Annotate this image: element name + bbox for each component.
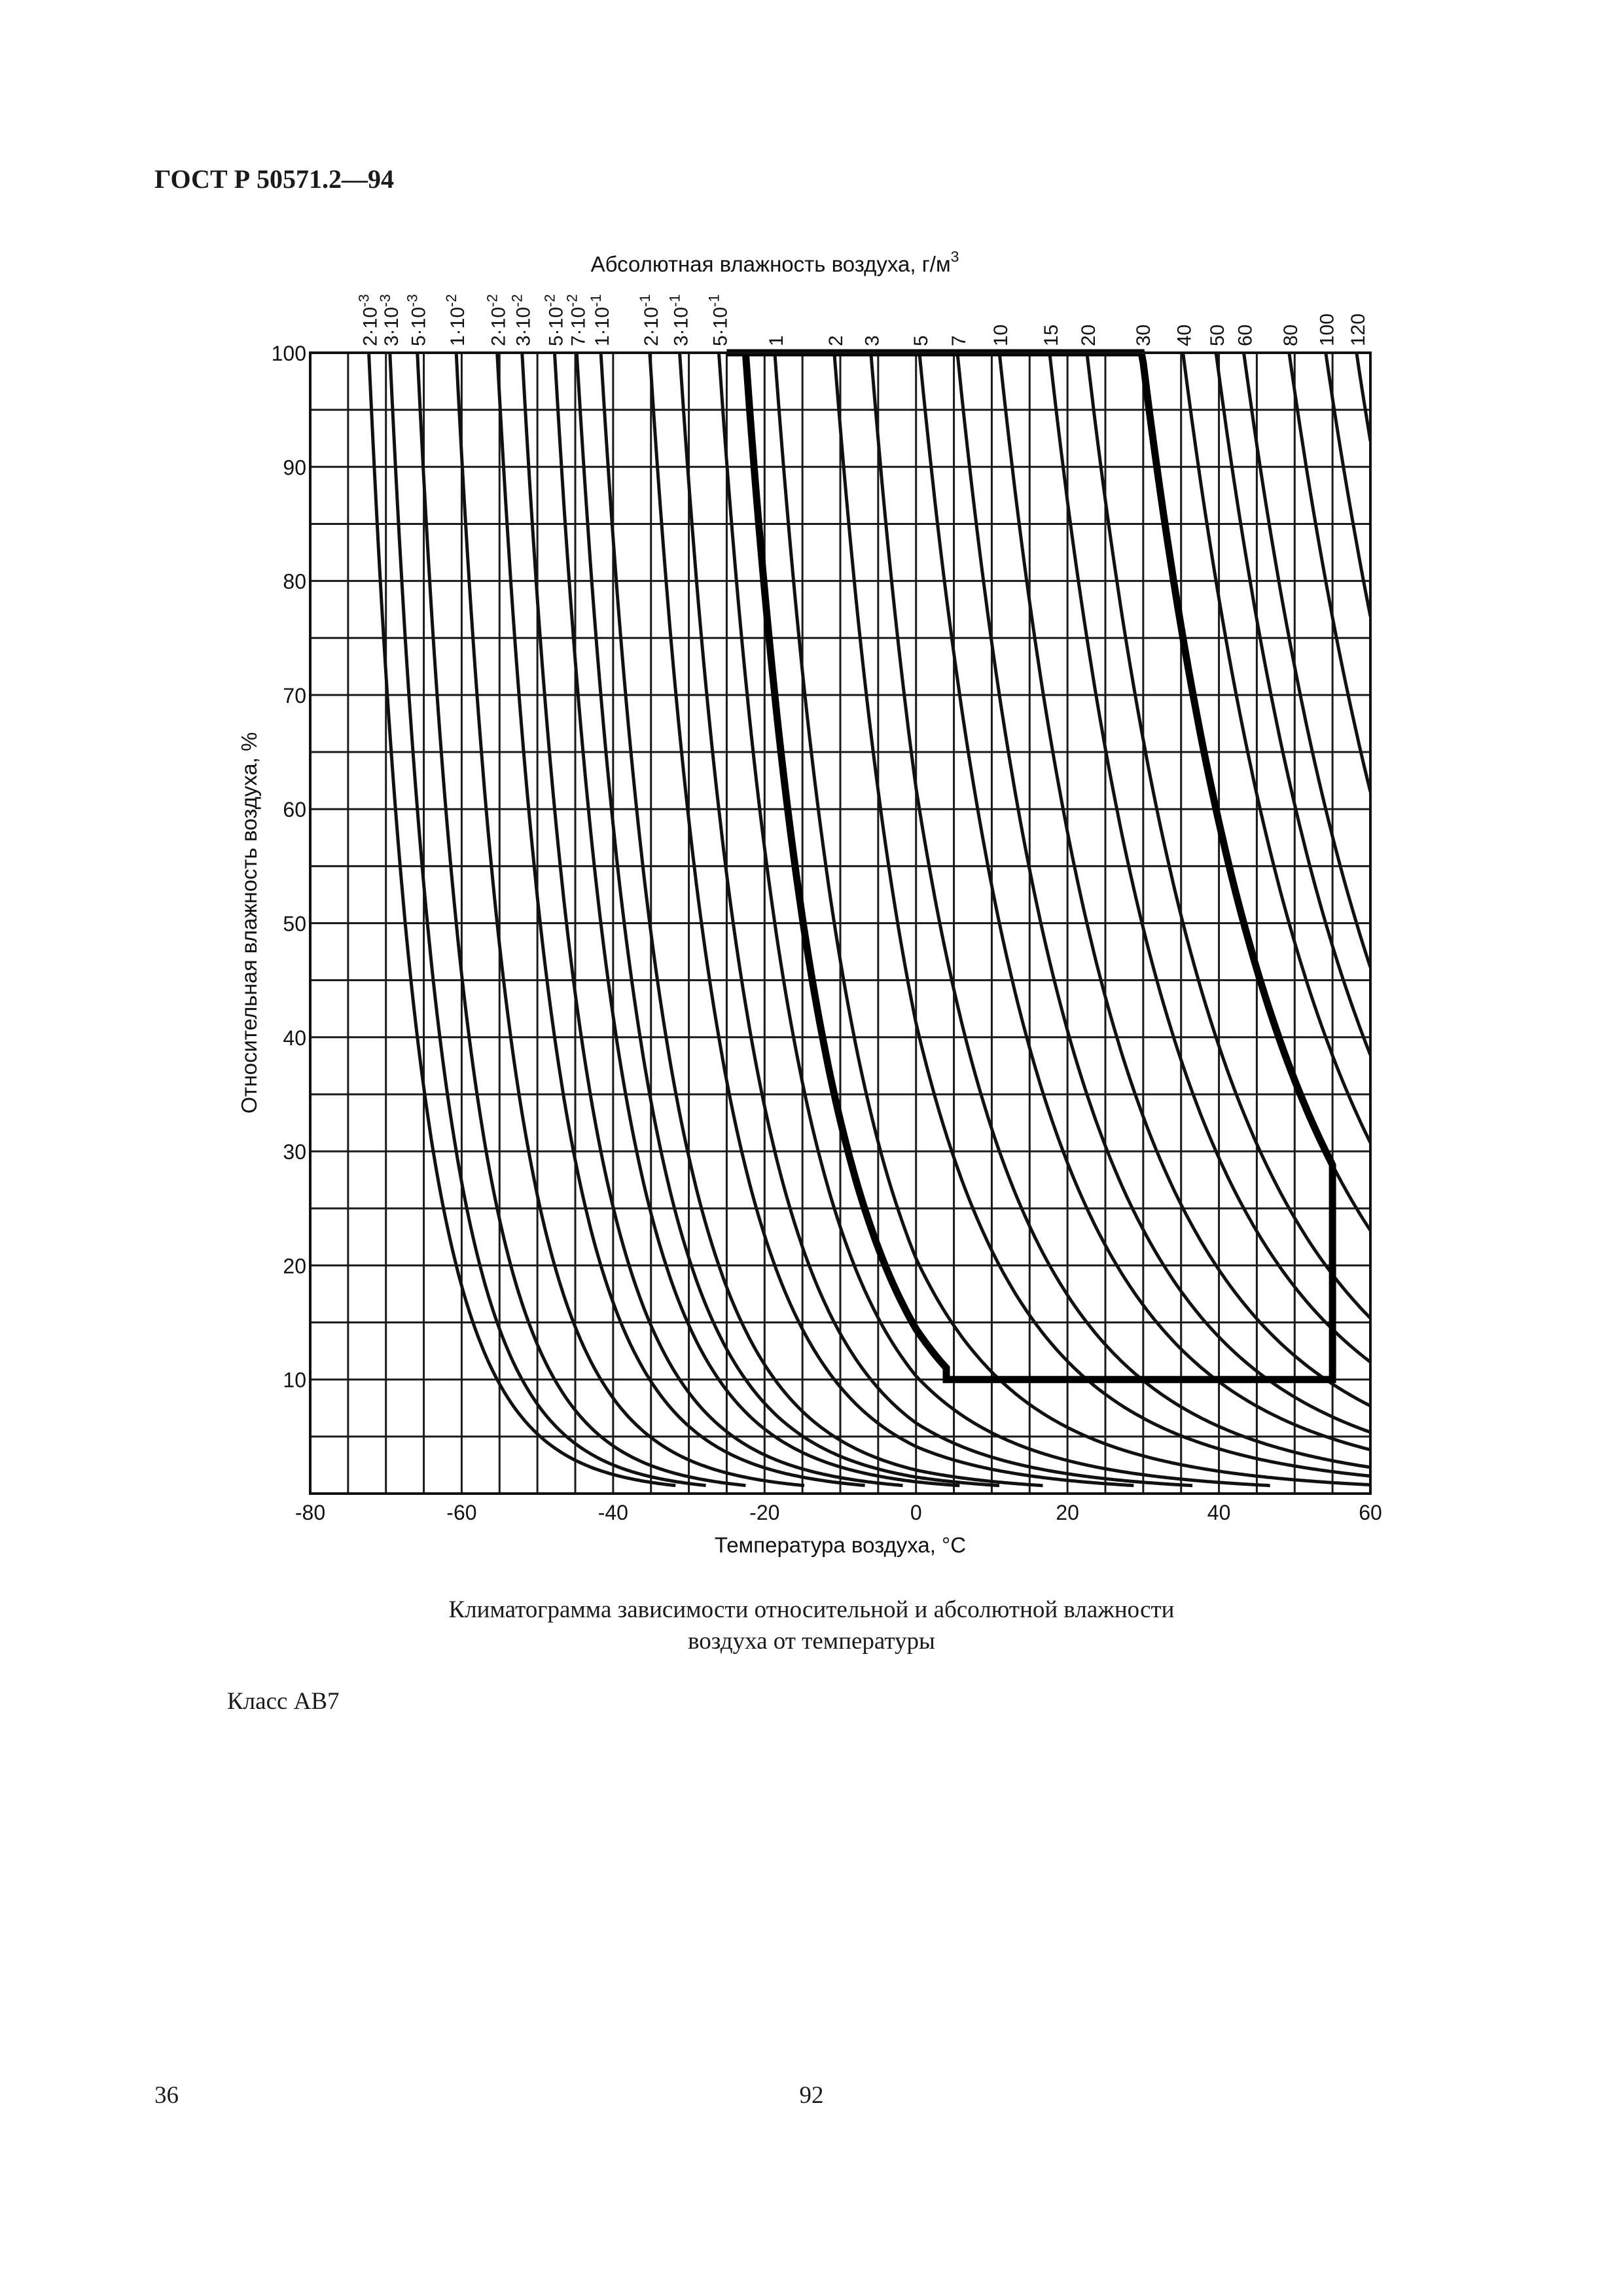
isoline-label: 50	[1207, 325, 1228, 346]
x-tick-label: -40	[598, 1501, 628, 1524]
isoline-curve	[416, 353, 746, 1488]
isoline-label: 5·10-3	[404, 294, 430, 346]
isoline-label: 30	[1133, 325, 1154, 346]
isoline-curve	[1214, 353, 1370, 1056]
isoline-curve	[869, 353, 1370, 1469]
isoline-label: 10	[990, 325, 1012, 346]
isoline-label: 2·10-2	[484, 294, 510, 346]
isoline-label: 1·10-1	[588, 294, 613, 346]
climatogram-chart: -80 -60 -40 -20 0 20 40 60 10 20 30 40 50 60 70 80 90 100…	[237, 248, 1382, 1557]
isoline-label: 3·10-3	[377, 294, 402, 346]
isoline-curve	[575, 353, 1000, 1488]
isoline-label: 2·10-1	[637, 294, 662, 346]
document-header: ГОСТ Р 50571.2—94	[154, 164, 395, 194]
y-tick-label: 100	[272, 342, 306, 365]
y-tick-label: 90	[283, 456, 306, 479]
isoline-label: 3	[862, 335, 883, 346]
class-label: Класс АВ7	[227, 1688, 340, 1715]
caption-line-2: воздуха от температуры	[688, 1628, 935, 1655]
isoline-label: 80	[1280, 325, 1302, 346]
page-number-center: 92	[799, 2082, 824, 2109]
isoline-curve	[367, 353, 676, 1488]
isoline-label: 3·10-2	[509, 294, 535, 346]
top-axis-title: Абсолютная влажность воздуха, г/м3	[591, 248, 959, 276]
class-boundary	[726, 349, 1336, 1384]
y-tick-label: 10	[283, 1369, 306, 1392]
isoline-curve	[1324, 353, 1370, 617]
isoline-curve	[1085, 353, 1370, 1319]
isoline-curve	[495, 353, 865, 1488]
isoline-label: 1·10-2	[443, 294, 469, 346]
isoline-curve	[1048, 353, 1370, 1363]
isoline-label: 3·10-1	[667, 294, 692, 346]
isoline-curve	[997, 353, 1370, 1408]
isoline-label: 1	[766, 335, 787, 346]
isoline-label: 2	[825, 335, 847, 346]
x-tick-label: -80	[295, 1501, 325, 1524]
isoline-curve	[1242, 353, 1370, 968]
plot-border	[309, 351, 1372, 1495]
y-axis-title: Относительная влажность воздуха, %	[237, 732, 261, 1114]
isoline-curve	[1355, 353, 1370, 442]
x-tick-label: 60	[1359, 1501, 1382, 1524]
y-tick-label: 70	[283, 684, 306, 708]
y-tick-label: 50	[283, 912, 306, 936]
isoline-label: 100	[1317, 314, 1338, 346]
isoline-curve	[599, 353, 1043, 1488]
isoline-curve	[717, 353, 1270, 1488]
figure-caption: Климатограмма зависимости относительной …	[0, 1594, 1623, 1657]
isoline-labels: 2·10-33·10-35·10-31·10-22·10-23·10-25·10…	[356, 294, 1369, 346]
isoline-label: 40	[1174, 325, 1196, 346]
x-tick-label: 20	[1056, 1501, 1079, 1524]
isoline-label: 120	[1347, 314, 1369, 346]
isoline-curve	[648, 353, 1134, 1488]
isoline-label: 5·10-2	[541, 294, 567, 346]
x-axis-title: Температура воздуха, °С	[715, 1533, 966, 1557]
isoline-label: 7	[948, 335, 970, 346]
x-tick-label: -20	[749, 1501, 779, 1524]
plot-grid	[309, 351, 1372, 1495]
class-boundary-outline	[726, 349, 1336, 1384]
page-number-left: 36	[154, 2082, 179, 2109]
x-tick-label: 0	[910, 1501, 922, 1524]
isoline-curve	[678, 353, 1193, 1488]
x-tick-label: -60	[446, 1501, 476, 1524]
isoline-label: 60	[1235, 325, 1257, 346]
isoline-curve	[955, 353, 1370, 1434]
isoline-curve	[520, 353, 903, 1488]
y-tick-label: 40	[283, 1026, 306, 1050]
isoline-label: 2·10-3	[356, 294, 382, 346]
y-tick-label: 30	[283, 1140, 306, 1164]
isoline-curve	[773, 353, 1370, 1487]
plot-frame	[309, 351, 1372, 1495]
isoline-curves	[367, 353, 1370, 1488]
isoline-label: 5	[910, 335, 932, 346]
caption-line-1: Климатограмма зависимости относительной …	[448, 1596, 1175, 1623]
isoline-curve	[832, 353, 1370, 1478]
isoline-curve	[388, 353, 706, 1488]
isoline-label: 7·10-2	[563, 294, 589, 346]
isoline-curve	[918, 353, 1370, 1452]
isoline-curve	[1181, 353, 1370, 1144]
isoline-label: 5·10-1	[705, 294, 731, 346]
axis-ticks: -80 -60 -40 -20 0 20 40 60 10 20 30 40 50 60 70 80 90 100	[272, 342, 1382, 1524]
y-tick-label: 80	[283, 570, 306, 594]
isoline-curve	[552, 353, 960, 1488]
y-tick-label: 20	[283, 1254, 306, 1278]
y-tick-label: 60	[283, 798, 306, 821]
isoline-curve	[454, 353, 805, 1488]
isoline-curve	[1287, 353, 1370, 793]
isoline-label: 20	[1078, 325, 1099, 346]
x-tick-label: 40	[1207, 1501, 1231, 1524]
isoline-label: 15	[1041, 325, 1062, 346]
